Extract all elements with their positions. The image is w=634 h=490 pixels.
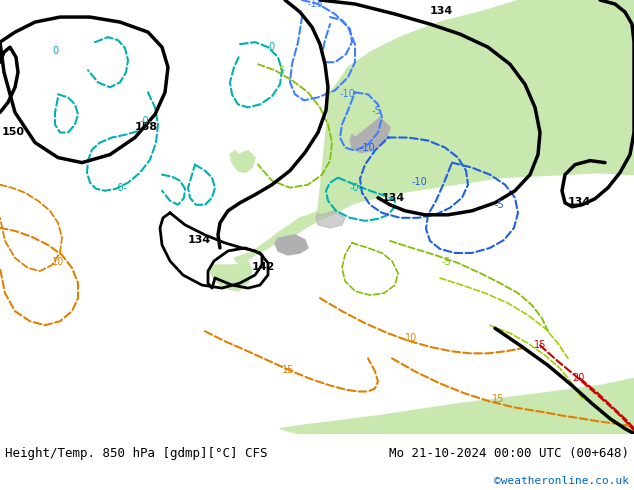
Text: -5: -5 bbox=[372, 106, 382, 117]
Text: -10: -10 bbox=[340, 89, 356, 99]
Text: -5: -5 bbox=[495, 200, 505, 210]
Polygon shape bbox=[280, 378, 634, 434]
Text: -10: -10 bbox=[412, 177, 428, 187]
Text: -0-: -0- bbox=[140, 117, 153, 126]
Text: 15: 15 bbox=[492, 393, 505, 404]
Text: 10: 10 bbox=[52, 257, 64, 267]
Text: 0: 0 bbox=[268, 42, 274, 52]
Text: 142: 142 bbox=[252, 262, 275, 272]
Text: 15: 15 bbox=[534, 341, 547, 350]
Text: 10: 10 bbox=[405, 333, 417, 343]
Polygon shape bbox=[210, 261, 252, 291]
Polygon shape bbox=[348, 104, 400, 154]
Text: 150: 150 bbox=[2, 126, 25, 137]
Text: 5: 5 bbox=[278, 66, 284, 76]
Polygon shape bbox=[234, 181, 368, 263]
Polygon shape bbox=[316, 211, 345, 228]
Text: -0-: -0- bbox=[350, 183, 363, 193]
Polygon shape bbox=[350, 118, 390, 152]
Polygon shape bbox=[230, 150, 255, 172]
Polygon shape bbox=[318, 0, 634, 211]
Text: 20: 20 bbox=[572, 373, 585, 384]
Text: 134: 134 bbox=[568, 197, 592, 207]
Text: Height/Temp. 850 hPa [gdmp][°C] CFS: Height/Temp. 850 hPa [gdmp][°C] CFS bbox=[5, 447, 268, 460]
Text: -5: -5 bbox=[442, 257, 452, 267]
Text: 134: 134 bbox=[382, 193, 405, 203]
Polygon shape bbox=[275, 235, 308, 255]
Text: -15: -15 bbox=[308, 0, 324, 9]
Text: 0: 0 bbox=[52, 46, 58, 56]
Text: 158: 158 bbox=[135, 122, 158, 132]
Text: 134: 134 bbox=[430, 6, 453, 16]
Text: 15: 15 bbox=[282, 366, 294, 375]
Text: ©weatheronline.co.uk: ©weatheronline.co.uk bbox=[494, 476, 629, 487]
Text: Mo 21-10-2024 00:00 UTC (00+648): Mo 21-10-2024 00:00 UTC (00+648) bbox=[389, 447, 629, 460]
Text: -10: -10 bbox=[360, 143, 376, 152]
Text: -0-: -0- bbox=[115, 183, 128, 193]
Text: 134: 134 bbox=[188, 235, 211, 245]
